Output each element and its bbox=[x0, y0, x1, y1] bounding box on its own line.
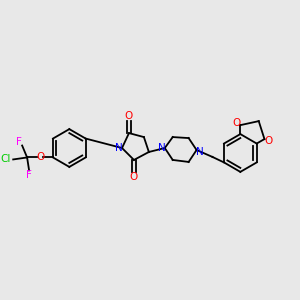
Text: O: O bbox=[125, 111, 133, 121]
Text: O: O bbox=[130, 172, 138, 182]
Text: O: O bbox=[36, 152, 44, 163]
Text: F: F bbox=[16, 136, 22, 146]
Text: O: O bbox=[264, 136, 273, 146]
Text: N: N bbox=[158, 143, 166, 153]
Text: N: N bbox=[196, 147, 203, 157]
Text: F: F bbox=[26, 170, 32, 180]
Text: Cl: Cl bbox=[0, 154, 11, 164]
Text: O: O bbox=[232, 118, 241, 128]
Text: N: N bbox=[115, 143, 123, 153]
